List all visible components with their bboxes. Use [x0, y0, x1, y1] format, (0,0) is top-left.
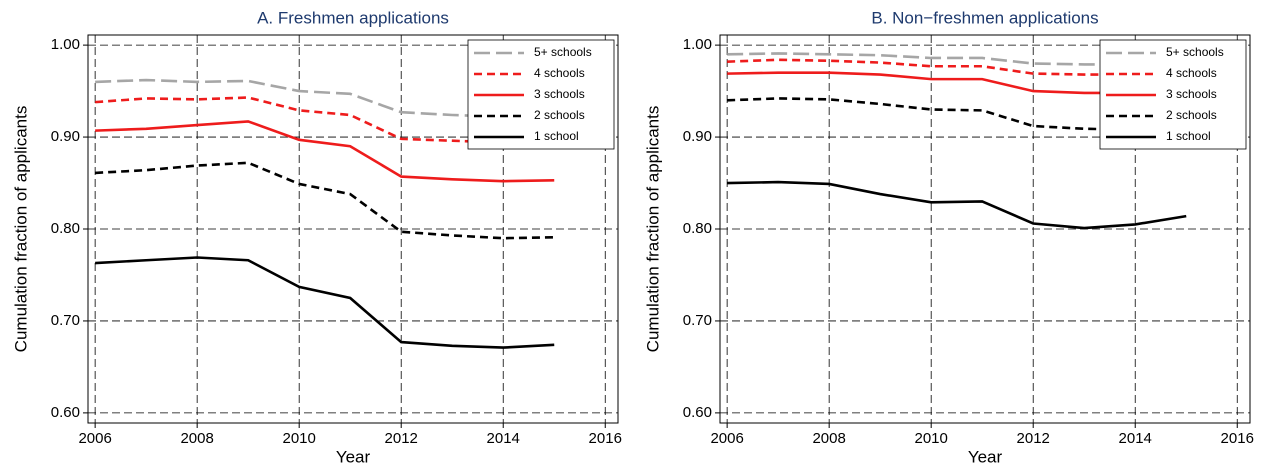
plot-frame	[719, 34, 1251, 424]
y-tick-label: 0.70	[51, 312, 80, 329]
chart-title: B. Non−freshmen applications	[871, 8, 1098, 27]
y-tick-label: 1.00	[683, 36, 712, 53]
series-line	[727, 180, 1187, 230]
y-tick-label: 0.80	[683, 220, 712, 237]
legend-label: 2 schools	[534, 108, 585, 122]
x-tick-label: 2014	[1119, 430, 1152, 447]
legend-label: 5+ schools	[1166, 45, 1224, 59]
x-tick-label: 2012	[1017, 430, 1050, 447]
x-tick-label: 2008	[180, 430, 213, 447]
legend-label: 5+ schools	[534, 45, 592, 59]
plot-frame	[87, 34, 619, 424]
x-tick-label: 2010	[282, 430, 315, 447]
y-tick-label: 0.90	[51, 128, 80, 145]
legend-label: 1 school	[1166, 129, 1211, 143]
y-tick-label: 0.60	[51, 404, 80, 421]
series-line	[95, 256, 555, 349]
x-tick-label: 2008	[812, 430, 845, 447]
x-tick-label: 2012	[385, 430, 418, 447]
legend-label: 4 schools	[1166, 66, 1217, 80]
y-tick-label: 0.80	[51, 220, 80, 237]
x-tick-label: 2014	[487, 430, 520, 447]
x-axis-label: Year	[968, 447, 1003, 466]
y-tick-label: 0.90	[683, 128, 712, 145]
series-line	[95, 161, 555, 240]
y-tick-label: 0.60	[683, 404, 712, 421]
legend-label: 1 school	[534, 129, 579, 143]
legend-label: 3 schools	[534, 87, 585, 101]
series-line	[95, 120, 555, 183]
x-tick-label: 2016	[1221, 430, 1254, 447]
x-axis-label: Year	[336, 447, 371, 466]
x-tick-label: 2006	[710, 430, 743, 447]
y-tick-label: 1.00	[51, 36, 80, 53]
chart-title: A. Freshmen applications	[257, 8, 449, 27]
y-axis-label: Cumulation fraction of applicants	[643, 106, 662, 353]
x-tick-label: 2006	[78, 430, 111, 447]
legend-label: 2 schools	[1166, 108, 1217, 122]
x-tick-label: 2010	[914, 430, 947, 447]
y-tick-label: 0.70	[683, 312, 712, 329]
y-axis-label: Cumulation fraction of applicants	[11, 106, 30, 353]
legend-label: 3 schools	[1166, 87, 1217, 101]
x-tick-label: 2016	[589, 430, 622, 447]
legend-label: 4 schools	[534, 66, 585, 80]
